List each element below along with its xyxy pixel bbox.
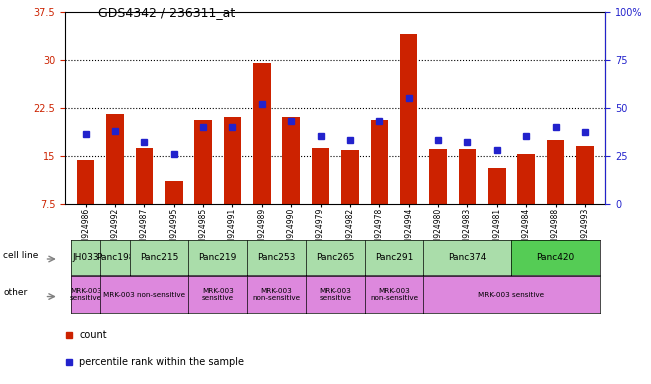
Text: Panc265: Panc265: [316, 253, 354, 262]
Bar: [253, 63, 271, 204]
Text: Panc253: Panc253: [257, 253, 296, 262]
Bar: [576, 146, 594, 204]
Text: JH033: JH033: [72, 253, 99, 262]
Text: MRK-003 sensitive: MRK-003 sensitive: [478, 292, 544, 298]
Text: Panc291: Panc291: [375, 253, 413, 262]
Text: MRK-003
sensitive: MRK-003 sensitive: [202, 288, 234, 301]
Text: percentile rank within the sample: percentile rank within the sample: [79, 358, 244, 367]
Text: count: count: [79, 329, 107, 339]
Text: other: other: [3, 288, 27, 297]
Bar: [224, 117, 242, 204]
Text: Panc198: Panc198: [96, 253, 134, 262]
Bar: [429, 149, 447, 204]
Bar: [77, 160, 94, 204]
Bar: [458, 149, 477, 204]
Bar: [518, 154, 535, 204]
Text: cell line: cell line: [3, 251, 38, 260]
Bar: [400, 34, 417, 204]
Text: MRK-003
sensitive: MRK-003 sensitive: [319, 288, 352, 301]
Bar: [547, 139, 564, 204]
Text: Panc374: Panc374: [449, 253, 486, 262]
Bar: [165, 181, 182, 204]
Bar: [488, 168, 506, 204]
Text: MRK-003
non-sensitive: MRK-003 non-sensitive: [370, 288, 418, 301]
Text: MRK-003
non-sensitive: MRK-003 non-sensitive: [253, 288, 301, 301]
Bar: [194, 120, 212, 204]
Text: MRK-003
sensitive: MRK-003 sensitive: [70, 288, 102, 301]
Text: Panc420: Panc420: [536, 253, 575, 262]
Text: Panc215: Panc215: [140, 253, 178, 262]
Bar: [135, 148, 153, 204]
Bar: [370, 120, 388, 204]
Bar: [341, 150, 359, 204]
Text: Panc219: Panc219: [199, 253, 237, 262]
Text: GDS4342 / 236311_at: GDS4342 / 236311_at: [98, 6, 235, 19]
Bar: [283, 117, 300, 204]
Bar: [106, 114, 124, 204]
Text: MRK-003 non-sensitive: MRK-003 non-sensitive: [104, 292, 186, 298]
Bar: [312, 148, 329, 204]
